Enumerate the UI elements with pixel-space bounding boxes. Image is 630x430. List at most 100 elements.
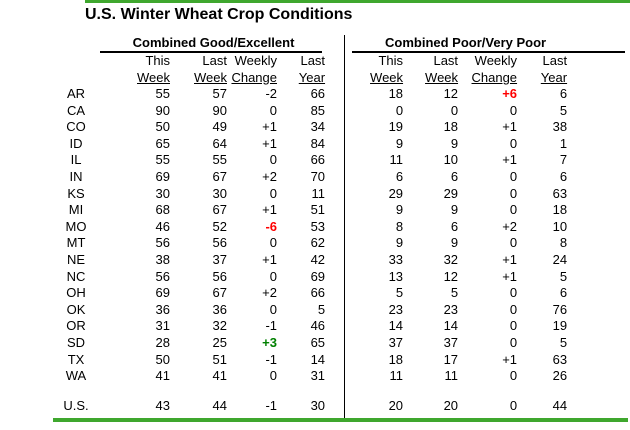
- state-label: NC: [66, 268, 86, 284]
- state-label: SD: [66, 334, 86, 350]
- pvp-last-week-value: 20: [443, 397, 459, 413]
- ge-weekly-change-value: -1: [265, 318, 277, 334]
- ge-last-year-value: 85: [310, 102, 326, 118]
- ge-weekly-change-value: 0: [269, 102, 277, 118]
- poor-very-poor-underline: [352, 51, 625, 53]
- section-gap-cell: [327, 219, 362, 236]
- ge-this-week-value: 69: [155, 285, 170, 301]
- ge-last-year-value: 51: [310, 202, 326, 218]
- ge-this-week-value: 56: [155, 268, 170, 284]
- trailing-space-cell: [569, 269, 630, 286]
- pvp-this-week-value: 20: [388, 397, 404, 413]
- pvp-last-week-value: 9: [450, 202, 459, 218]
- col-hdr-pvp-weekly: Weekly: [474, 53, 518, 68]
- trailing-space-cell: [569, 86, 630, 103]
- ge-weekly-change-value: -6: [265, 218, 277, 234]
- empty-cell: [0, 52, 100, 69]
- ge-weekly-change-value: -2: [265, 86, 277, 101]
- ge-last-year-value: 62: [310, 235, 326, 251]
- pvp-weekly-change-value: +1: [502, 251, 518, 267]
- pvp-last-year-value: 6: [559, 285, 568, 301]
- col-hdr-ge-last: Last: [202, 53, 227, 68]
- pvp-last-week-value: 29: [443, 185, 459, 201]
- col-hdr-ge-last-week: Week: [194, 70, 227, 85]
- trailing-space-cell: [569, 352, 630, 369]
- trailing-space-cell: [569, 169, 630, 186]
- pvp-weekly-change-value: +1: [502, 268, 518, 284]
- empty-cell: [0, 385, 630, 398]
- trailing-space-cell: [569, 285, 630, 302]
- state-label: KS: [67, 185, 85, 201]
- table-row: AR 55 57 -2 66 18 12 +6 6: [0, 86, 630, 103]
- ge-last-year-value: 66: [310, 285, 326, 301]
- crop-conditions-table: Combined Good/Excellent Combined Poor/Ve…: [0, 33, 630, 414]
- state-label: CO: [66, 119, 86, 135]
- section-gap-cell: [327, 136, 362, 153]
- ge-last-year-value: 53: [310, 218, 326, 234]
- pvp-weekly-change-value: 0: [509, 334, 518, 350]
- col-hdr-pvp-change: Change: [471, 70, 518, 85]
- table-row: IN 69 67 +2 70 6 6 0 6: [0, 169, 630, 186]
- pvp-weekly-change-value: 0: [509, 202, 518, 218]
- section-gap-cell: [327, 252, 362, 269]
- ge-this-week-value: 68: [155, 202, 170, 218]
- pvp-weekly-change-value: 0: [509, 102, 518, 118]
- empty-cell: [327, 69, 362, 86]
- section-gap-cell: [327, 186, 362, 203]
- empty-cell: [569, 33, 630, 52]
- section-gap-cell: [327, 86, 362, 103]
- pvp-weekly-change-value: 0: [509, 285, 518, 301]
- pvp-this-week-value: 9: [395, 135, 404, 151]
- ge-last-week-value: 25: [212, 334, 227, 350]
- ge-this-week-value: 50: [155, 351, 170, 367]
- table-row: OK 36 36 0 5 23 23 0 76: [0, 302, 630, 319]
- table-row: OR 31 32 -1 46 14 14 0 19: [0, 318, 630, 335]
- col-hdr-ge-this-week: Week: [137, 70, 170, 85]
- ge-this-week-value: 55: [155, 86, 170, 101]
- trailing-space-cell: [569, 302, 630, 319]
- state-label: CA: [66, 102, 86, 118]
- ge-last-week-value: 36: [212, 301, 227, 317]
- trailing-space-cell: [569, 119, 630, 136]
- pvp-last-year-value: 38: [552, 119, 568, 135]
- top-accent-line: [85, 0, 630, 3]
- ge-last-week-value: 64: [212, 135, 227, 151]
- table-row: SD 28 25 +3 65 37 37 0 5: [0, 335, 630, 352]
- col-hdr-pvp-lastyr: Last: [542, 53, 568, 68]
- state-label: TX: [67, 351, 85, 367]
- ge-this-week-value: 30: [155, 185, 170, 201]
- ge-last-week-value: 41: [212, 368, 227, 384]
- col-hdr-ge-year: Year: [298, 70, 326, 85]
- pvp-this-week-value: 8: [395, 218, 404, 234]
- section-divider-line: [344, 35, 345, 419]
- pvp-this-week-value: 11: [389, 368, 404, 384]
- ge-this-week-value: 38: [155, 251, 170, 267]
- section-gap-cell: [327, 202, 362, 219]
- section-gap-cell: [327, 285, 362, 302]
- ge-last-year-value: 65: [310, 334, 326, 350]
- ge-weekly-change-value: 0: [269, 368, 277, 384]
- col-hdr-ge-lastyr: Last: [300, 53, 326, 68]
- pvp-last-week-value: 14: [443, 318, 459, 334]
- ge-weekly-change-value: +1: [262, 135, 277, 151]
- pvp-last-week-value: 18: [443, 119, 459, 135]
- pvp-last-year-value: 6: [559, 86, 568, 101]
- pvp-this-week-value: 33: [388, 251, 404, 267]
- table-row: MT 56 56 0 62 9 9 0 8: [0, 235, 630, 252]
- pvp-last-week-value: 0: [450, 102, 459, 118]
- empty-cell: [569, 52, 630, 69]
- pvp-this-week-value: 18: [388, 351, 404, 367]
- pvp-last-week-value: 37: [443, 334, 459, 350]
- ge-this-week-value: 43: [155, 397, 170, 413]
- section-gap-cell: [327, 398, 362, 415]
- ge-weekly-change-value: +1: [262, 202, 277, 218]
- pvp-weekly-change-value: 0: [509, 301, 518, 317]
- pvp-this-week-value: 0: [395, 102, 404, 118]
- state-label: IL: [70, 152, 82, 168]
- state-label: WA: [65, 368, 87, 384]
- ge-weekly-change-value: 0: [269, 185, 277, 201]
- ge-weekly-change-value: 0: [269, 152, 277, 168]
- ge-this-week-value: 31: [155, 318, 170, 334]
- trailing-space-cell: [569, 368, 630, 385]
